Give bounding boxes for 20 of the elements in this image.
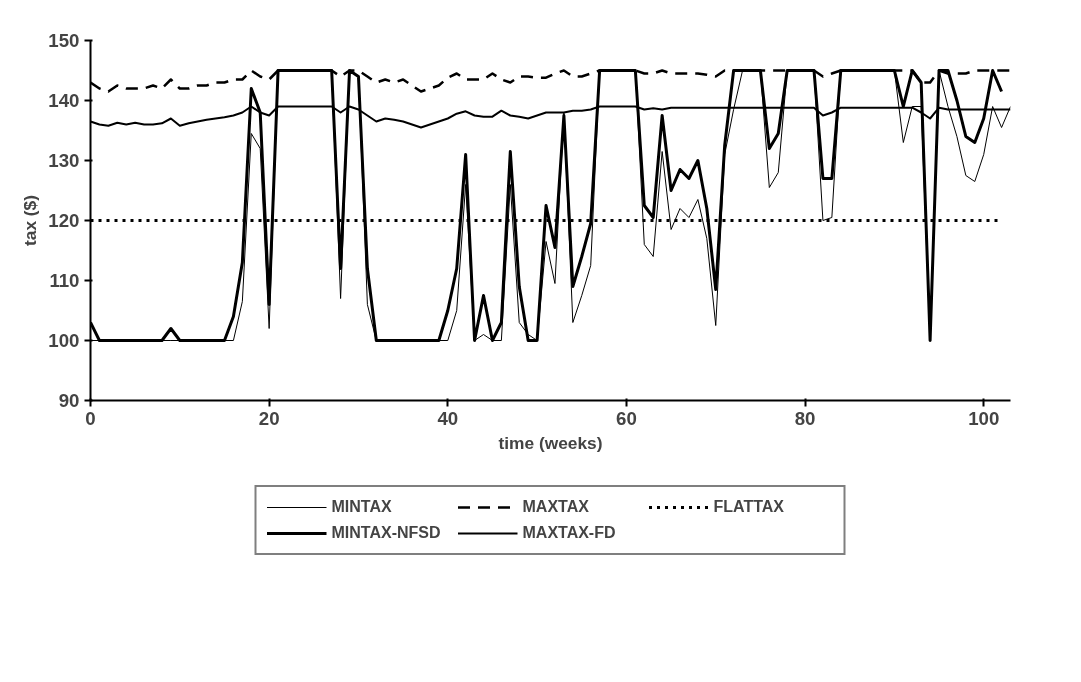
y-tick-label: 140 — [48, 90, 80, 111]
y-tick-label: 130 — [48, 150, 80, 171]
y-tick-label: 90 — [58, 390, 80, 411]
x-tick-label: 0 — [85, 407, 96, 429]
y-tick-label: 100 — [48, 330, 80, 351]
legend-label: MAXTAX-FD — [522, 524, 617, 542]
y-axis-title: tax ($) — [20, 194, 41, 247]
x-tick-label: 100 — [968, 407, 1000, 429]
legend-label: MAXTAX — [522, 498, 590, 516]
x-tick-label: 40 — [437, 407, 459, 429]
x-tick-label: 80 — [794, 407, 816, 429]
y-tick-label: 110 — [49, 270, 80, 291]
y-tick-label: 120 — [48, 210, 80, 231]
legend-label: FLATTAX — [713, 498, 785, 516]
x-tick-label: 20 — [258, 407, 280, 429]
legend-label: MINTAX — [331, 498, 393, 516]
y-tick-label: 150 — [48, 30, 80, 51]
x-axis-title: time (weeks) — [498, 432, 603, 453]
legend-label: MINTAX-NFSD — [331, 524, 442, 542]
x-tick-label: 60 — [616, 407, 637, 429]
